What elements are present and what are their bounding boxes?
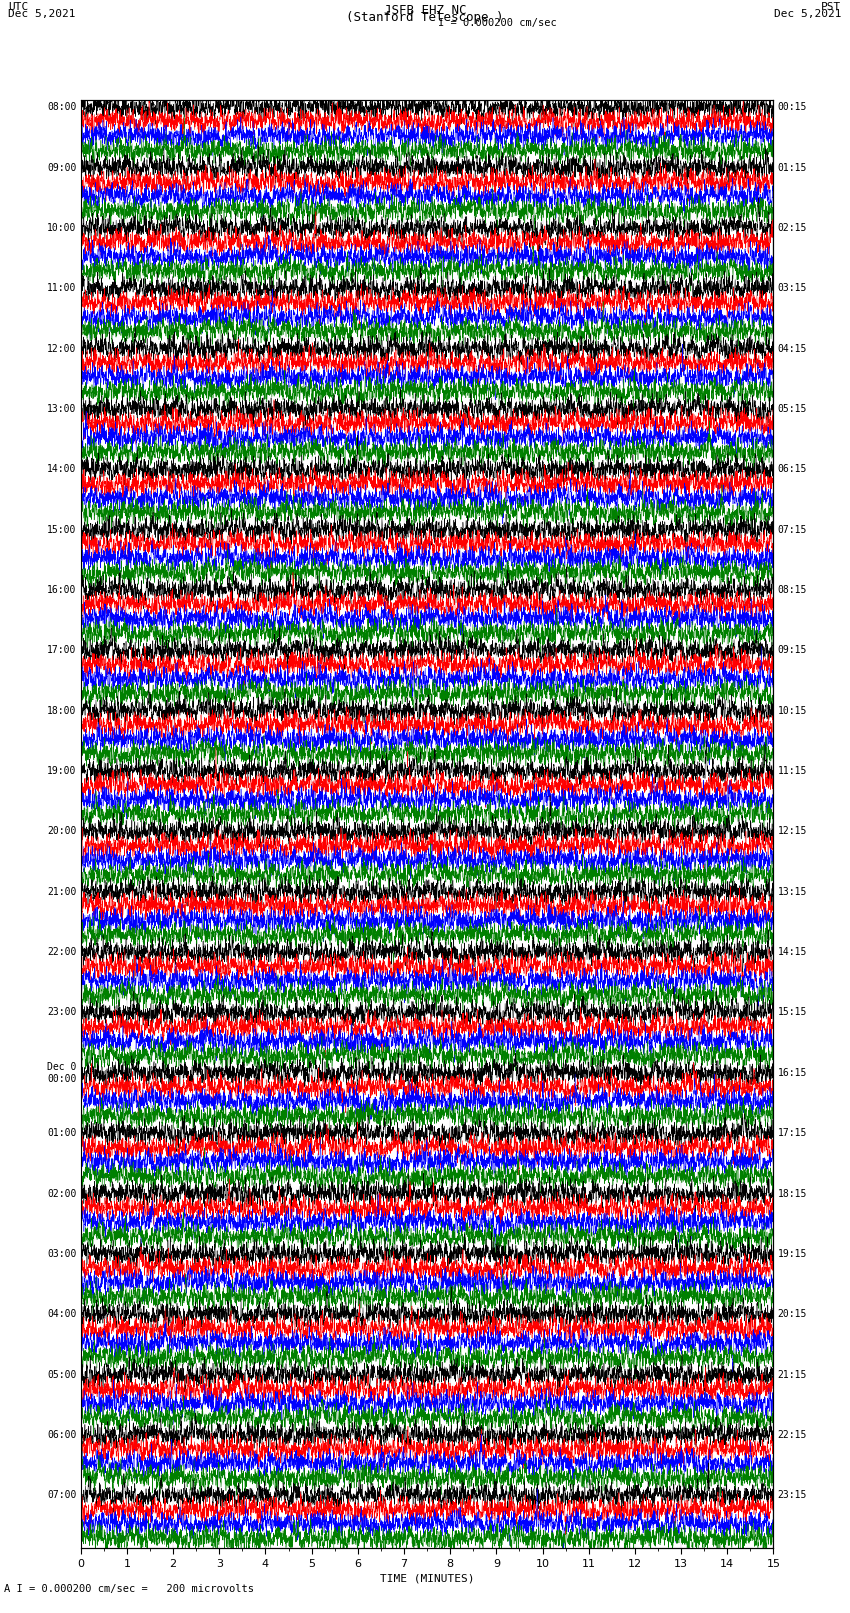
Text: Dec 5,2021: Dec 5,2021 (774, 10, 842, 19)
Text: Dec 5,2021: Dec 5,2021 (8, 10, 76, 19)
Text: PST: PST (821, 2, 842, 11)
Text: UTC: UTC (8, 2, 29, 11)
Text: (Stanford Telescope ): (Stanford Telescope ) (346, 11, 504, 24)
Text: I = 0.000200 cm/sec: I = 0.000200 cm/sec (438, 18, 557, 27)
X-axis label: TIME (MINUTES): TIME (MINUTES) (380, 1573, 474, 1582)
Text: JSFB EHZ NC: JSFB EHZ NC (383, 5, 467, 18)
Text: A I = 0.000200 cm/sec =   200 microvolts: A I = 0.000200 cm/sec = 200 microvolts (4, 1584, 254, 1594)
